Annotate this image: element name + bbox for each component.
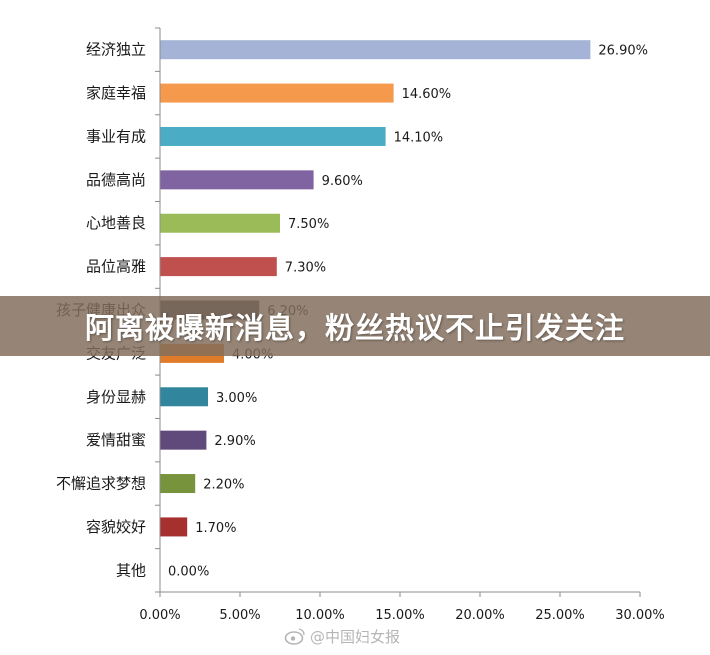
bar-11 bbox=[160, 474, 196, 494]
weibo-icon bbox=[284, 628, 305, 645]
data-label: 0.00% bbox=[168, 564, 209, 579]
category-label: 经济独立 bbox=[86, 41, 146, 59]
category-label: 事业有成 bbox=[86, 127, 146, 145]
bar-4 bbox=[160, 170, 314, 190]
bar-6 bbox=[160, 257, 277, 277]
category-label: 家庭幸福 bbox=[86, 84, 146, 102]
x-tick-label: 10.00% bbox=[295, 608, 345, 623]
data-label: 7.50% bbox=[288, 217, 329, 232]
bar-3 bbox=[160, 126, 386, 146]
category-label: 爱情甜蜜 bbox=[86, 431, 146, 449]
data-label: 2.90% bbox=[214, 434, 255, 449]
category-label: 心地善良 bbox=[86, 214, 146, 232]
x-tick-label: 30.00% bbox=[615, 608, 665, 623]
x-tick-label: 25.00% bbox=[535, 608, 585, 623]
category-label: 其他 bbox=[116, 561, 146, 579]
category-label: 容貌姣好 bbox=[86, 518, 146, 536]
x-tick-label: 5.00% bbox=[219, 608, 260, 623]
data-label: 1.70% bbox=[195, 521, 236, 536]
x-tick-label: 15.00% bbox=[375, 608, 425, 623]
category-label: 品位高雅 bbox=[86, 258, 146, 276]
data-label: 7.30% bbox=[285, 261, 326, 276]
bar-9 bbox=[160, 387, 208, 407]
bar-1 bbox=[160, 40, 591, 60]
category-label: 身份显赫 bbox=[86, 388, 146, 406]
data-label: 3.00% bbox=[216, 391, 257, 406]
watermark-text: @中国妇女报 bbox=[310, 627, 401, 646]
category-label: 不懈追求梦想 bbox=[56, 475, 146, 493]
data-label: 14.10% bbox=[394, 130, 444, 145]
bar-10 bbox=[160, 430, 207, 450]
watermark: @中国妇女报 bbox=[284, 626, 400, 646]
data-label: 14.60% bbox=[402, 87, 452, 102]
x-tick-label: 20.00% bbox=[455, 608, 505, 623]
headline-text: 阿离被曝新消息，粉丝热议不止引发关注 bbox=[84, 311, 625, 345]
bar-2 bbox=[160, 83, 394, 103]
data-label: 26.90% bbox=[598, 44, 648, 59]
data-label: 9.60% bbox=[322, 174, 363, 189]
headline-banner: 阿离被曝新消息，粉丝热议不止引发关注 bbox=[0, 296, 710, 356]
data-label: 2.20% bbox=[203, 478, 244, 493]
bar-5 bbox=[160, 213, 280, 233]
bar-12 bbox=[160, 517, 188, 537]
x-tick-label: 0.00% bbox=[139, 608, 180, 623]
category-label: 品德高尚 bbox=[86, 171, 146, 189]
